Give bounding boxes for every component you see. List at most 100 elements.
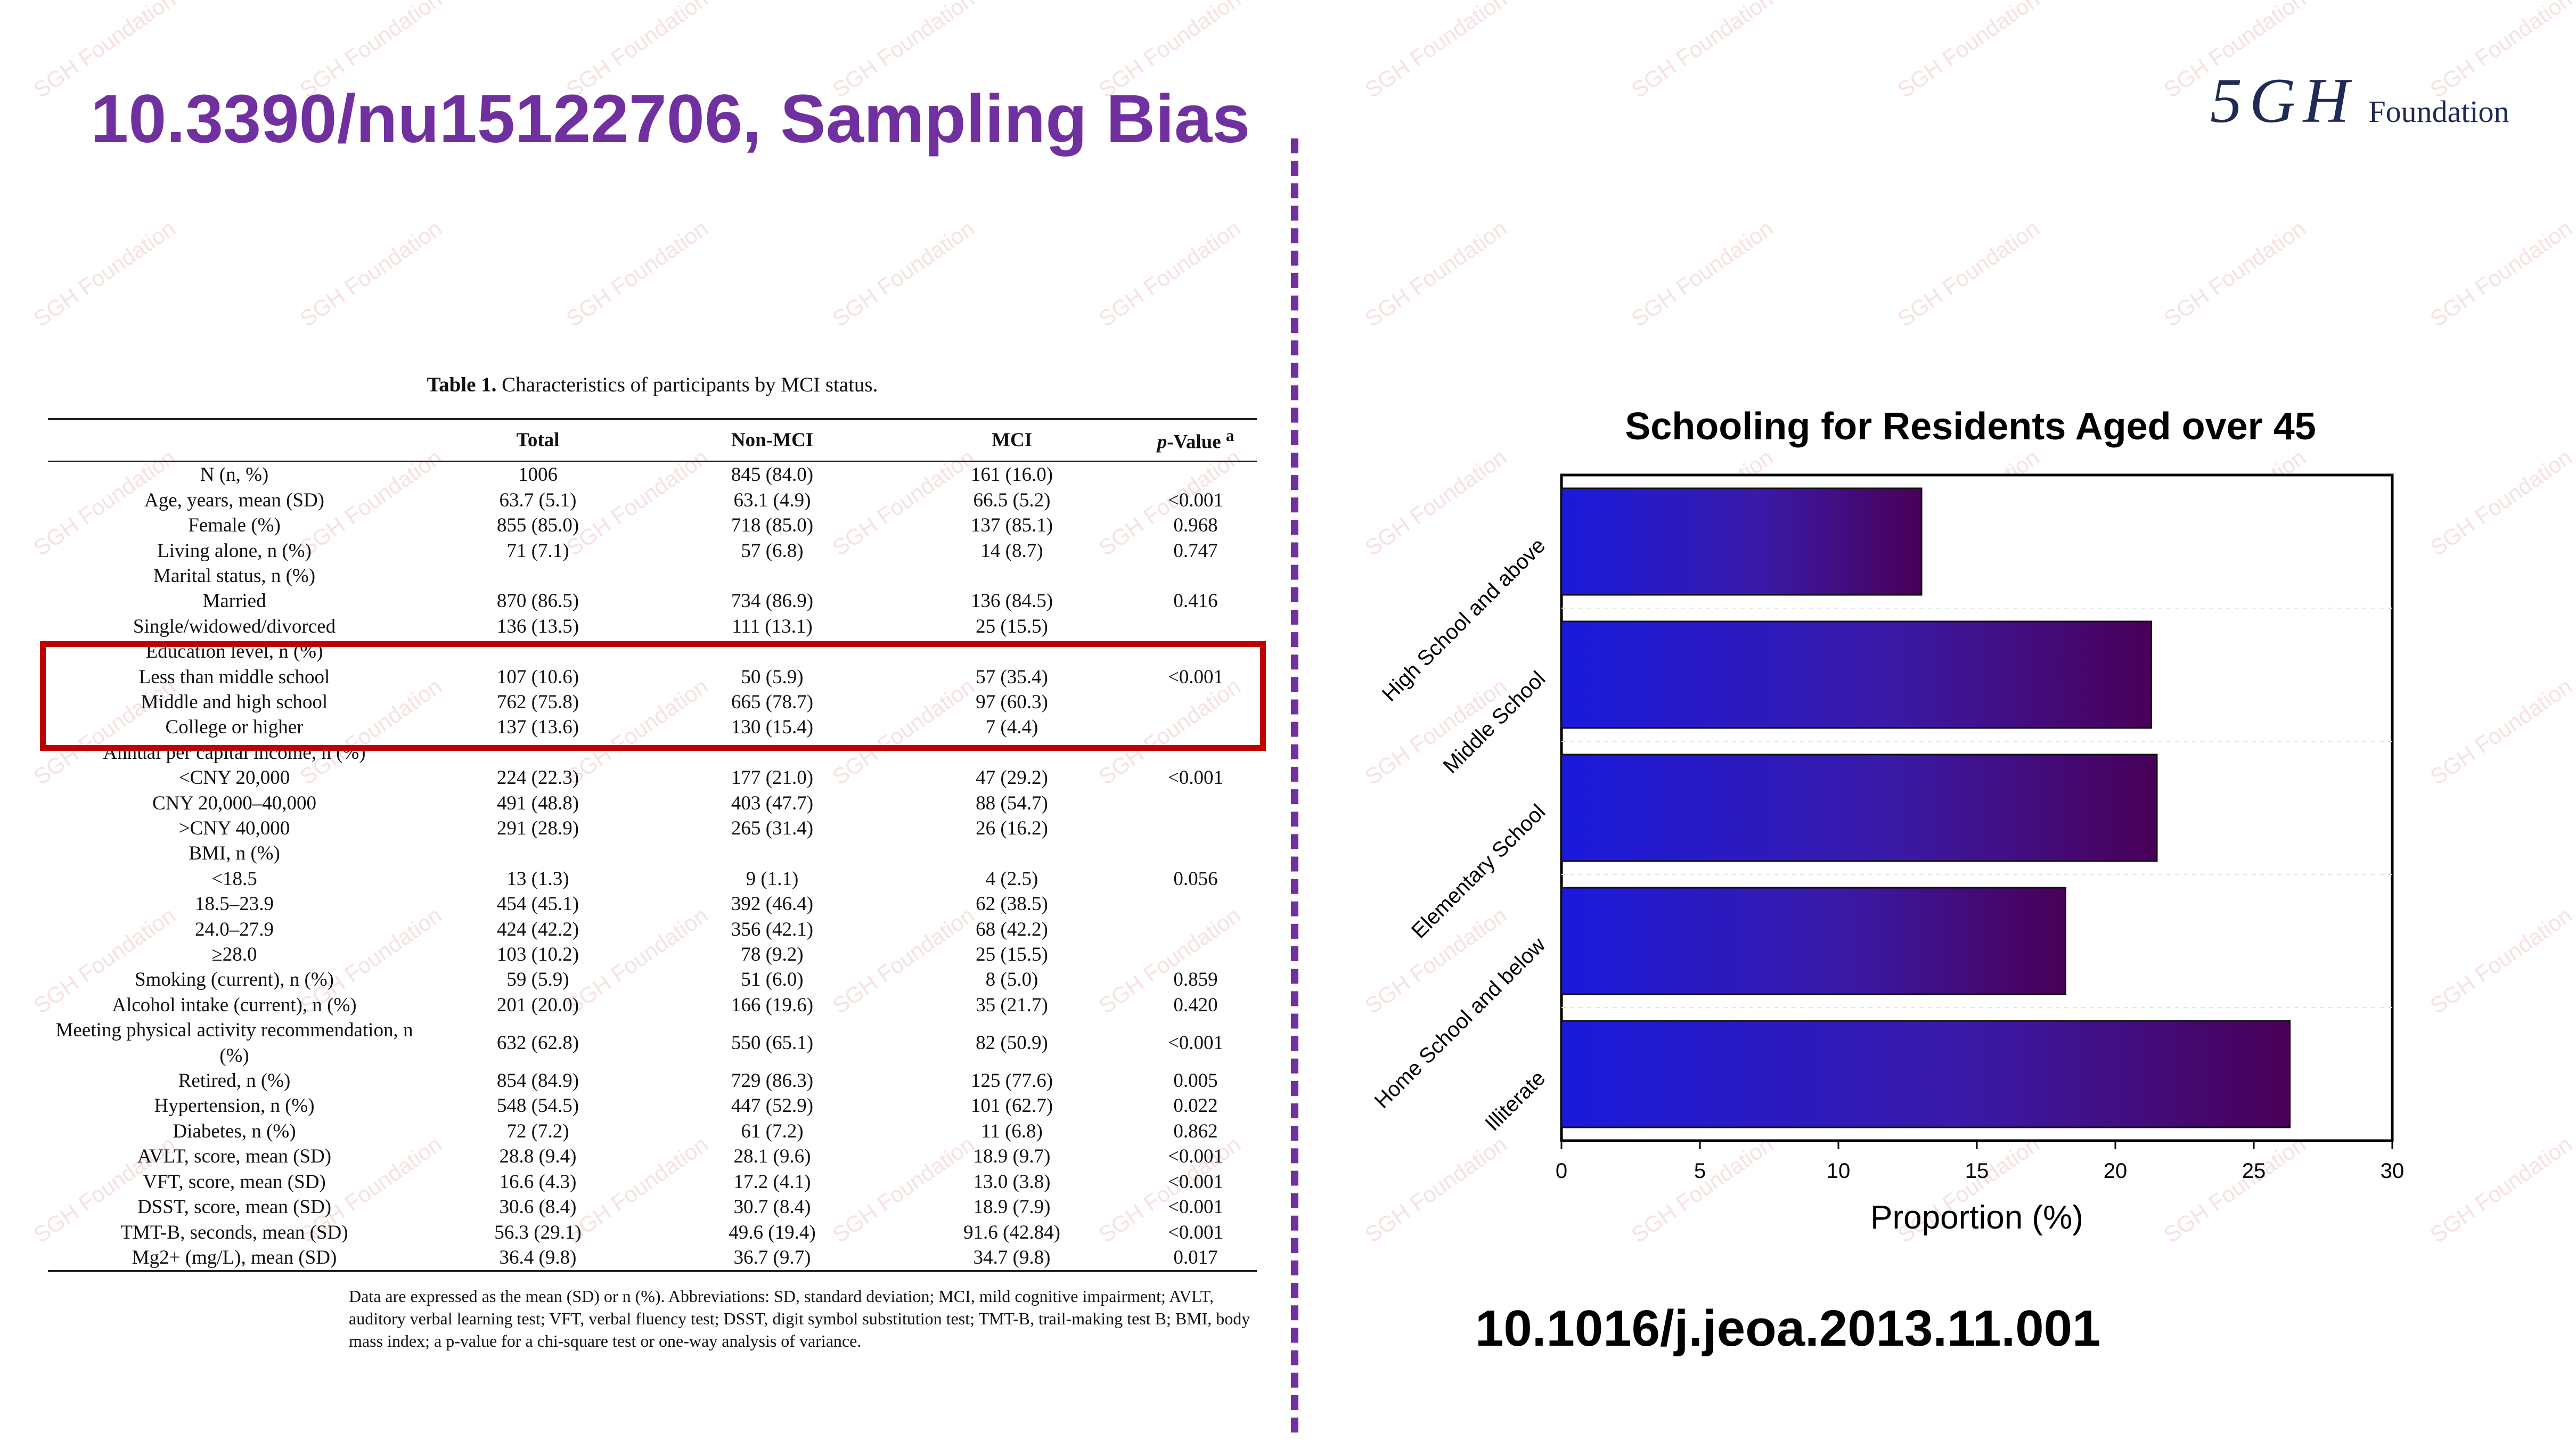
cell-p-value	[1134, 942, 1257, 967]
cell-non-mci: 28.1 (9.6)	[733, 1145, 811, 1168]
row-label: Age, years, mean (SD)	[144, 489, 325, 511]
row-label: Retired, n (%)	[178, 1070, 291, 1092]
row-label: College or higher	[165, 716, 304, 739]
row-label: Mg2+ (mg/L), mean (SD)	[48, 1245, 421, 1273]
cell-total: 56.3 (29.1)	[494, 1221, 582, 1243]
cell-mci: 26 (16.2)	[976, 817, 1048, 840]
table-row: Living alone, n (%) 71 (7.1) 57 (6.8) 14 (8…	[48, 538, 1257, 563]
bar	[1560, 754, 2158, 862]
cell-total: 28.8 (9.4)	[499, 1145, 577, 1168]
cell-non-mci: 78 (9.2)	[741, 944, 804, 966]
table-row: Mg2+ (mg/L), mean (SD) 36.4 (9.8) 36.7 (9.…	[48, 1245, 1257, 1273]
watermark-text: SGH Foundation	[295, 215, 446, 332]
x-tick-label: 20	[2104, 1159, 2128, 1183]
cell-p-value: <0.001	[1167, 489, 1224, 511]
row-label: Middle and high school	[141, 691, 328, 713]
bar	[1560, 887, 2066, 995]
row-label: VFT, score, mean (SD)	[143, 1170, 326, 1193]
watermark-text: SGH Foundation	[29, 215, 180, 332]
cell-non-mci: 447 (52.9)	[731, 1095, 814, 1117]
row-label: Alcohol intake (current), n (%)	[112, 994, 357, 1016]
education-highlight-box	[40, 641, 1266, 751]
table-row: BMI, n (%)	[48, 841, 1257, 866]
cell-p-value: <0.001	[1167, 666, 1224, 688]
table-caption: Table 1. Characteristics of participants…	[48, 373, 1257, 397]
dashed-divider	[1291, 138, 1298, 1432]
row-label: Living alone, n (%)	[157, 539, 312, 562]
cell-total: 63.7 (5.1)	[499, 489, 577, 511]
watermark-text: SGH Foundation	[1360, 215, 1511, 332]
header-cell-mci: MCI	[889, 418, 1134, 463]
cell-non-mci: 111 (13.1)	[732, 615, 813, 637]
watermark-text: SGH Foundation	[1893, 215, 2044, 332]
cell-mci: 25 (15.5)	[976, 615, 1048, 637]
watermark-text: SGH Foundation	[1360, 0, 1511, 103]
cell-mci: 125 (77.6)	[970, 1070, 1053, 1092]
cell-total: 548 (54.5)	[496, 1095, 579, 1117]
table-row: DSST, score, mean (SD) 30.6 (8.4) 30.7 (8.…	[48, 1194, 1257, 1219]
cell-non-mci: 550 (65.1)	[731, 1032, 814, 1054]
table-footnote: Data are expressed as the mean (SD) or n…	[349, 1287, 1250, 1351]
row-label: DSST, score, mean (SD)	[137, 1196, 332, 1218]
cell-p-value	[1134, 462, 1257, 488]
foundation-logo: 5GH Foundation	[2210, 64, 2509, 137]
x-tick-label: 0	[1556, 1159, 1567, 1183]
header-cell-non-mci: Non-MCI	[655, 418, 889, 463]
cell-mci: 4 (2.5)	[985, 867, 1038, 890]
row-label: <18.5	[211, 867, 257, 890]
cell-total: 103 (10.2)	[496, 944, 579, 966]
cell-p-value	[1134, 841, 1257, 866]
cell-p-value: <0.001	[1167, 1032, 1224, 1054]
table-row: Female (%) 855 (85.0) 718 (85.0) 137 (85.1)…	[48, 513, 1257, 538]
x-tick-label: 30	[2381, 1159, 2405, 1183]
row-label: BMI, n (%)	[189, 842, 280, 865]
table-row: <CNY 20,000 224 (22.3) 177 (21.0) 47 (29.2)…	[48, 765, 1257, 790]
cell-total: 454 (45.1)	[496, 893, 579, 915]
cell-non-mci: 17.2 (4.1)	[733, 1170, 811, 1193]
cell-non-mci: 49.6 (19.4)	[729, 1221, 816, 1243]
cell-p-value: <0.001	[1167, 1145, 1224, 1168]
cell-non-mci	[655, 563, 889, 588]
watermark-text: SGH Foundation	[1893, 0, 2044, 103]
table-row: >CNY 40,000 291 (28.9) 265 (31.4) 26 (16.2)	[48, 816, 1257, 841]
cell-total: 632 (62.8)	[496, 1032, 579, 1054]
cell-p-value: <0.001	[1167, 1196, 1224, 1218]
cell-total: 870 (86.5)	[496, 590, 579, 612]
cell-mci: 18.9 (7.9)	[973, 1196, 1051, 1218]
cell-mci: 68 (42.2)	[976, 918, 1048, 940]
row-label: CNY 20,000–40,000	[152, 792, 316, 814]
table-row: Age, years, mean (SD) 63.7 (5.1) 63.1 (4.9…	[48, 488, 1257, 513]
cell-total: 36.4 (9.8)	[421, 1245, 655, 1273]
cell-p-value: 0.859	[1173, 969, 1218, 991]
cell-p-value: 0.968	[1173, 514, 1218, 537]
row-label: TMT-B, seconds, mean (SD)	[120, 1221, 348, 1243]
row-label: Single/widowed/divorced	[133, 615, 336, 637]
cell-mci: 57 (35.4)	[976, 666, 1048, 688]
row-label: Meeting physical activity recommendation…	[55, 1019, 413, 1067]
cell-total: 491 (48.8)	[496, 792, 579, 814]
table-row: 18.5–23.9 454 (45.1) 392 (46.4) 62 (38.5)	[48, 891, 1257, 916]
cell-total: 72 (7.2)	[506, 1120, 569, 1142]
watermark-text: SGH Foundation	[2425, 215, 2576, 332]
cell-mci: 8 (5.0)	[985, 969, 1038, 991]
row-label: Female (%)	[188, 514, 281, 537]
table-row: ≥28.0 103 (10.2) 78 (9.2) 25 (15.5)	[48, 942, 1257, 967]
source-reference: 10.1016/j.jeoa.2013.11.001	[1475, 1300, 2101, 1357]
cell-non-mci: 665 (78.7)	[731, 691, 814, 713]
cell-mci: 101 (62.7)	[970, 1095, 1053, 1117]
header-cell-p-value: p-Value a	[1134, 418, 1257, 463]
cell-mci: 34.7 (9.8)	[889, 1245, 1134, 1273]
bar	[1560, 1020, 2291, 1128]
row-label: Diabetes, n (%)	[173, 1120, 296, 1142]
cell-mci: 14 (8.7)	[980, 539, 1043, 562]
cell-mci: 97 (60.3)	[976, 691, 1048, 713]
table-caption-label: Table 1.	[427, 373, 497, 396]
cell-mci: 161 (16.0)	[970, 464, 1053, 486]
cell-p-value	[1134, 791, 1257, 816]
cell-mci: 136 (84.5)	[970, 590, 1053, 612]
table-row: N (n, %) 1006 845 (84.0) 161 (16.0)	[48, 462, 1257, 488]
x-tick-label: 15	[1965, 1159, 1989, 1183]
cell-p-value: 0.056	[1173, 867, 1218, 890]
table-body: N (n, %) 1006 845 (84.0) 161 (16.0) Age, yea…	[48, 462, 1257, 1273]
